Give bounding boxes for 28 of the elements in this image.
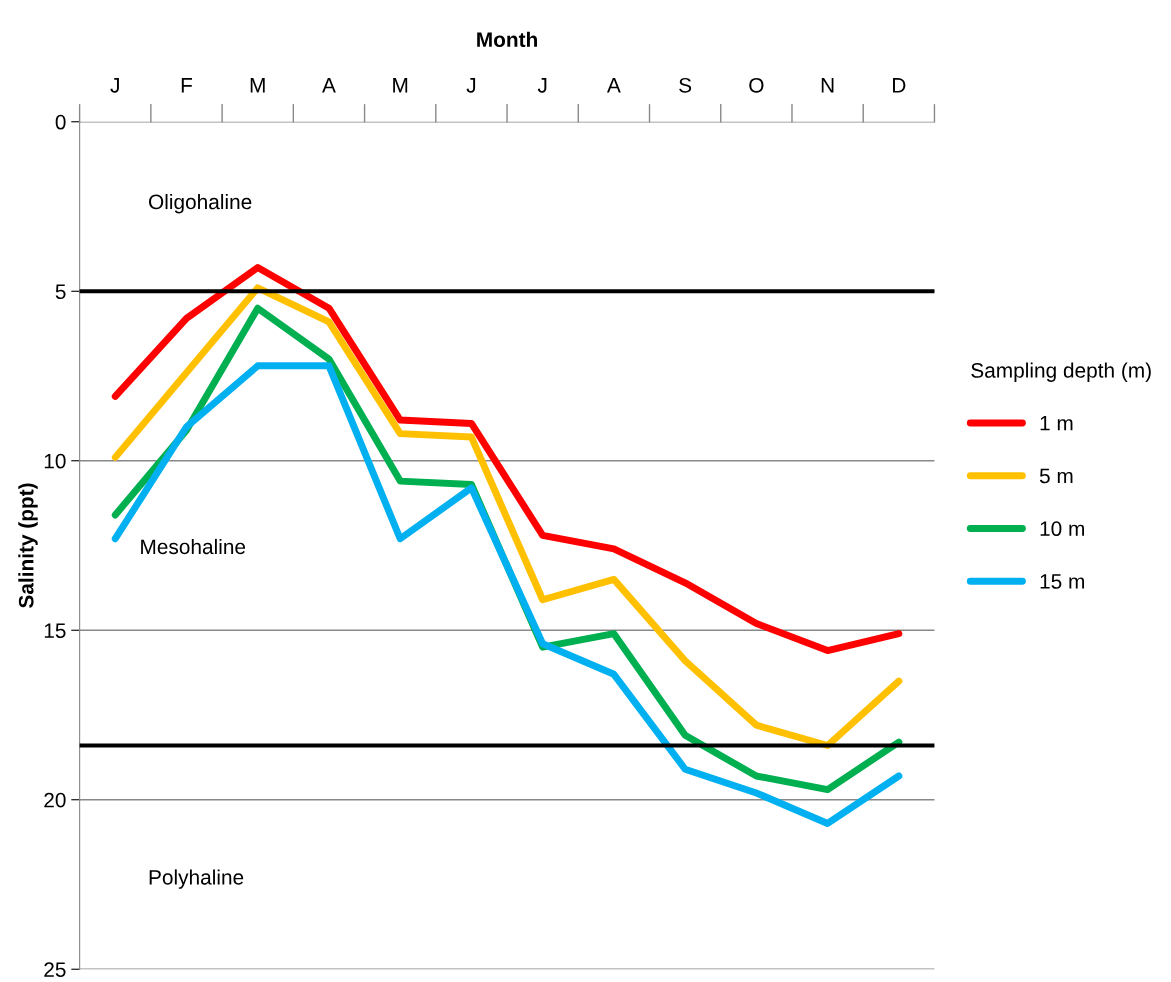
x-tick-label: D — [893, 78, 906, 93]
x-tick-label: N — [821, 78, 834, 93]
x-tick-label: J — [537, 78, 547, 93]
legend-label: 10 m — [1040, 521, 1084, 537]
legend-label: 15 m — [1040, 574, 1084, 589]
x-tick-label: A — [322, 78, 336, 93]
y-tick-label: 0 — [55, 114, 66, 130]
annotation: Polyhaline — [149, 869, 244, 889]
y-tick-label: 5 — [55, 284, 66, 300]
x-tick-label: S — [679, 77, 692, 93]
x-tick-label: J — [110, 78, 119, 93]
y-axis-title: Salinity (ppt) — [18, 483, 38, 608]
y-tick-label: 25 — [44, 962, 66, 977]
x-axis-title: Month — [477, 31, 537, 47]
annotation: Oligohaline — [149, 193, 252, 214]
x-tick-label: O — [749, 77, 764, 93]
legend-label: 1 m — [1040, 416, 1073, 431]
x-tick-label: F — [181, 78, 193, 93]
legend-title: Sampling depth (m) — [971, 362, 1151, 382]
y-tick-label: 15 — [44, 623, 66, 638]
x-tick-label: J — [466, 78, 476, 93]
legend-label: 5 m — [1039, 468, 1073, 484]
x-tick-label: A — [606, 78, 621, 93]
x-tick-label: M — [250, 78, 265, 93]
annotation: Mesohaline — [141, 538, 246, 555]
y-tick-label: 10 — [44, 453, 66, 469]
x-tick-label: M — [393, 78, 408, 93]
y-tick-label: 20 — [44, 792, 66, 808]
